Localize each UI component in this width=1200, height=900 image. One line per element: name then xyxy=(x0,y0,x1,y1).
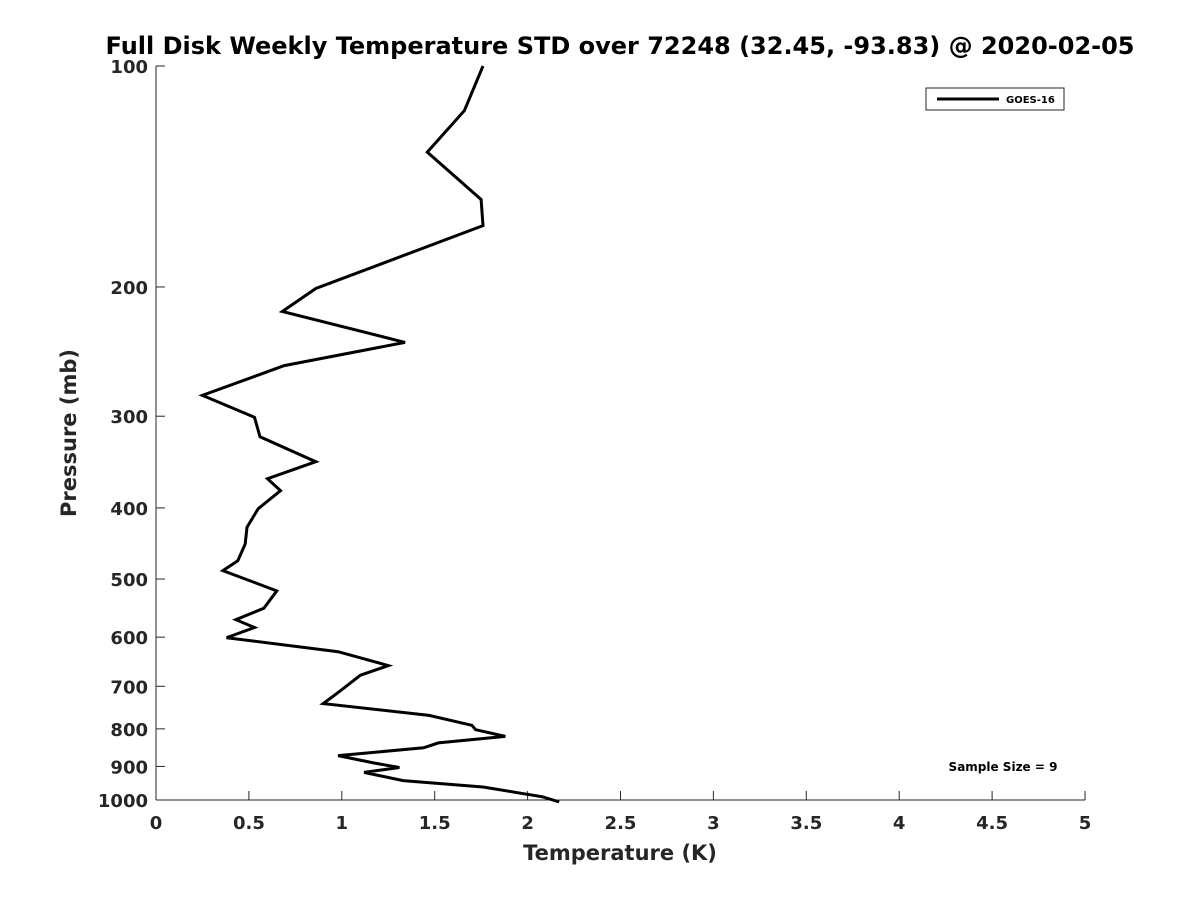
x-tick-label: 1 xyxy=(336,813,349,834)
y-tick-label: 200 xyxy=(110,278,148,299)
x-tick-label: 2.5 xyxy=(605,813,637,834)
x-tick-label: 4 xyxy=(893,813,906,834)
series-group xyxy=(198,65,560,804)
y-tick-label: 400 xyxy=(110,499,148,520)
y-tick-label: 700 xyxy=(110,677,148,698)
y-tick-label: 300 xyxy=(110,407,148,428)
y-axis-ticks: 100 200 300 400 500 600 700 800 900 1000 xyxy=(98,57,165,812)
y-tick-label: 800 xyxy=(110,720,148,741)
x-tick-label: 4.5 xyxy=(976,813,1008,834)
x-tick-label: 3.5 xyxy=(790,813,822,834)
legend: GOES-16 xyxy=(925,87,1065,111)
y-tick-label: 500 xyxy=(110,570,148,591)
x-axis-label: Temperature (K) xyxy=(523,841,717,865)
y-tick-label: 1000 xyxy=(98,791,148,812)
x-tick-label: 2 xyxy=(521,813,534,834)
x-axis-ticks: 0 0.5 1 1.5 2 2.5 3 3.5 4 4.5 5 xyxy=(150,791,1092,834)
x-tick-label: 5 xyxy=(1079,813,1092,834)
legend-series-label: GOES-16 xyxy=(1006,95,1055,106)
sample-size-annotation: Sample Size = 9 xyxy=(949,760,1058,774)
y-tick-label: 600 xyxy=(110,628,148,649)
series-line-goes-16 xyxy=(198,65,560,804)
y-axis-label: Pressure (mb) xyxy=(57,349,81,517)
x-tick-label: 0.5 xyxy=(233,813,265,834)
x-tick-label: 3 xyxy=(707,813,720,834)
y-tick-label: 900 xyxy=(110,757,148,778)
x-tick-label: 1.5 xyxy=(419,813,451,834)
y-tick-label: 100 xyxy=(110,57,148,78)
x-tick-label: 0 xyxy=(150,813,163,834)
plot-area: 0 0.5 1 1.5 2 2.5 3 3.5 4 4.5 5 100 200 300 400 500 600… xyxy=(98,57,1091,834)
chart-title: Full Disk Weekly Temperature STD over 72… xyxy=(106,32,1135,60)
